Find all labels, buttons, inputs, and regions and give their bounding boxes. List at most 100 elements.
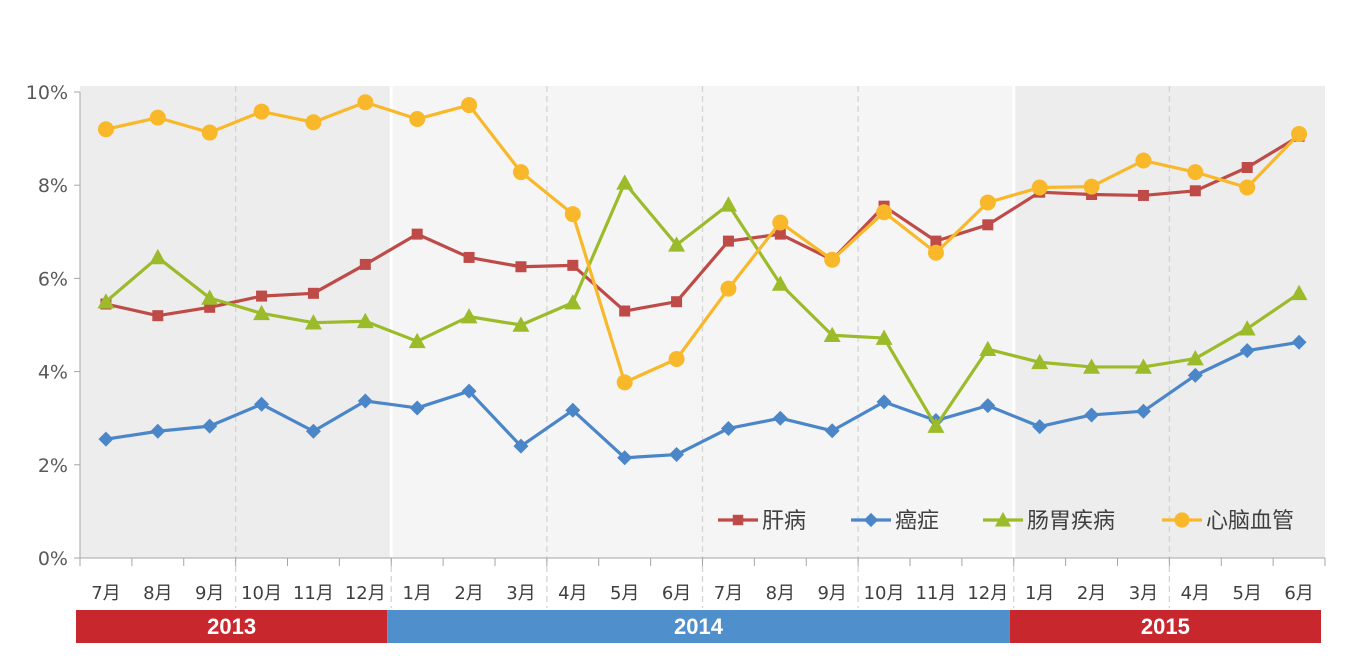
data-point	[97, 293, 115, 309]
data-point	[823, 326, 841, 343]
x-tick-label: 7月	[714, 583, 743, 604]
y-tick-label: 2%	[38, 455, 68, 477]
data-point	[1083, 178, 1100, 195]
x-tick-label: 10月	[864, 583, 905, 604]
data-point	[927, 244, 944, 261]
series-2	[97, 174, 1308, 433]
data-point	[1291, 334, 1307, 350]
data-point	[513, 438, 529, 454]
data-point	[772, 410, 788, 426]
legend-label: 肠胃疾病	[1027, 509, 1115, 534]
legend-item-2: 肠胃疾病	[983, 509, 1115, 534]
year-label: 2015	[1141, 614, 1190, 639]
data-point	[979, 340, 997, 357]
x-tick-label: 2月	[1077, 583, 1106, 604]
x-tick-label: 9月	[817, 583, 846, 604]
data-point	[461, 97, 478, 114]
data-point	[253, 304, 271, 321]
x-tick-label: 9月	[195, 583, 224, 604]
data-point	[149, 248, 167, 265]
x-tick-label: 5月	[1232, 583, 1261, 604]
series-layer	[97, 94, 1308, 466]
year-bar-2015: 2015	[1009, 610, 1321, 643]
data-point	[98, 431, 114, 447]
data-point	[201, 124, 218, 141]
year-bar-rect	[1009, 610, 1321, 643]
data-point	[1239, 179, 1256, 196]
data-point	[994, 511, 1012, 527]
data-point	[824, 423, 840, 439]
data-point	[1137, 189, 1149, 201]
data-point	[357, 393, 373, 409]
data-point	[408, 332, 426, 349]
x-tick-label: 2月	[454, 583, 483, 604]
data-point	[863, 512, 879, 528]
series-line	[105, 100, 1301, 384]
data-point	[152, 310, 164, 322]
x-tick-label: 4月	[1181, 583, 1210, 604]
data-point	[617, 450, 633, 466]
legend-item-3: 心脑血管	[1162, 509, 1294, 534]
data-point	[669, 447, 685, 463]
series-line	[104, 181, 1300, 428]
year-bar: 2013 2014 2015	[76, 610, 1321, 643]
year-bar-2013: 2013	[76, 610, 388, 643]
data-point	[876, 394, 892, 410]
data-point	[1187, 367, 1203, 383]
data-point	[356, 312, 374, 329]
x-tick-label: 12月	[967, 583, 1008, 604]
data-point	[409, 400, 425, 416]
x-tick-label: 8月	[143, 583, 172, 604]
data-point	[305, 423, 321, 439]
data-point	[1084, 407, 1100, 423]
data-point	[564, 294, 582, 310]
x-tick-label: 12月	[345, 583, 386, 604]
year-label: 2013	[207, 614, 256, 639]
data-point	[305, 114, 322, 131]
data-point	[304, 314, 322, 330]
x-tick-label: 5月	[610, 583, 639, 604]
data-point	[461, 383, 477, 399]
year-label: 2014	[674, 614, 724, 639]
x-tick-label: 10月	[241, 583, 282, 604]
data-point	[1291, 125, 1308, 142]
data-point	[1189, 185, 1201, 197]
data-point	[567, 259, 579, 271]
data-point	[460, 308, 478, 324]
data-point	[719, 196, 737, 212]
legend-label: 癌症	[895, 509, 939, 534]
data-point	[1187, 164, 1204, 181]
x-tick-label: 3月	[506, 583, 535, 604]
x-tick-label: 4月	[558, 583, 587, 604]
data-point	[1083, 358, 1101, 374]
x-tick-label: 8月	[766, 583, 795, 604]
y-tick-label: 0%	[38, 548, 68, 570]
legend-item-0: 肝病	[718, 509, 806, 534]
data-point	[722, 235, 734, 247]
data-point	[875, 329, 893, 345]
data-point	[256, 290, 268, 302]
year-bar-2014: 2014	[387, 610, 1010, 643]
data-point	[616, 174, 634, 190]
data-point	[515, 261, 527, 273]
data-point	[253, 103, 270, 120]
x-tick-label: 11月	[915, 583, 956, 604]
data-point	[1031, 179, 1048, 196]
series-3	[97, 94, 1308, 391]
data-point	[411, 228, 423, 240]
data-point	[930, 235, 942, 247]
data-point	[824, 251, 841, 268]
data-point	[774, 228, 786, 240]
data-point	[463, 251, 475, 263]
data-point	[1031, 353, 1049, 370]
data-point	[1135, 152, 1152, 169]
data-point	[357, 94, 374, 111]
data-point	[979, 194, 996, 211]
series-line	[105, 340, 1300, 460]
y-tick-label: 10%	[26, 82, 68, 104]
x-tick-label: 6月	[662, 583, 691, 604]
series-line	[105, 134, 1300, 318]
data-point	[668, 236, 686, 252]
data-point	[619, 305, 631, 317]
